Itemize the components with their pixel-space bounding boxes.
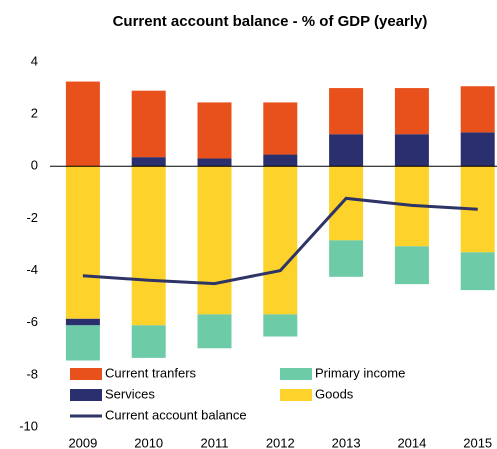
bar bbox=[131, 325, 166, 358]
legend-swatch bbox=[280, 368, 312, 380]
x-tick-label: 2011 bbox=[201, 435, 229, 449]
bar bbox=[131, 157, 166, 167]
bar bbox=[263, 154, 298, 167]
bar bbox=[329, 134, 364, 167]
legend-label: Current account balance bbox=[105, 407, 247, 422]
bar bbox=[65, 318, 100, 326]
y-tick-label: -10 bbox=[19, 418, 38, 433]
bar bbox=[197, 158, 232, 167]
x-tick-label: 2009 bbox=[68, 435, 97, 449]
y-tick-label: 0 bbox=[31, 158, 38, 173]
legend-label: Primary income bbox=[315, 365, 405, 380]
bar bbox=[131, 166, 166, 326]
legend-label: Services bbox=[105, 386, 155, 401]
line bbox=[82, 196, 478, 286]
x-tick-label: 2014 bbox=[397, 435, 426, 449]
y-tick-label: -8 bbox=[26, 366, 38, 381]
legend-swatch bbox=[70, 389, 102, 401]
bar bbox=[460, 132, 495, 167]
legend-box bbox=[64, 362, 434, 426]
y-tick-label: -6 bbox=[26, 314, 38, 329]
legend-label: Goods bbox=[315, 386, 354, 401]
x-tick-label: 2012 bbox=[266, 435, 295, 449]
y-tick-label: -2 bbox=[26, 210, 38, 225]
bar bbox=[197, 102, 232, 159]
bar bbox=[329, 240, 364, 277]
bar bbox=[263, 166, 298, 315]
bar bbox=[131, 90, 166, 158]
y-tick-label: -4 bbox=[26, 262, 38, 277]
bar bbox=[65, 81, 100, 167]
bar bbox=[263, 314, 298, 337]
y-tick-label: 2 bbox=[31, 106, 38, 121]
legend-label: Current tranfers bbox=[105, 365, 197, 380]
bar bbox=[197, 166, 232, 315]
bar bbox=[263, 102, 298, 155]
legend-swatch bbox=[280, 389, 312, 401]
bar bbox=[65, 325, 100, 361]
x-tick-label: 2010 bbox=[134, 435, 163, 449]
bar bbox=[329, 166, 364, 241]
legend-swatch bbox=[70, 368, 102, 380]
y-tick-label: 4 bbox=[31, 53, 38, 68]
bar bbox=[394, 246, 429, 285]
x-tick-label: 2013 bbox=[332, 435, 361, 449]
x-tick-label: 2015 bbox=[463, 435, 492, 449]
bar bbox=[460, 86, 495, 133]
bar bbox=[329, 88, 364, 135]
bar bbox=[460, 252, 495, 291]
bar bbox=[65, 166, 100, 319]
bar bbox=[394, 134, 429, 167]
chart-title: Current account balance - % of GDP (year… bbox=[113, 13, 428, 30]
bar bbox=[394, 88, 429, 135]
bar bbox=[197, 314, 232, 349]
